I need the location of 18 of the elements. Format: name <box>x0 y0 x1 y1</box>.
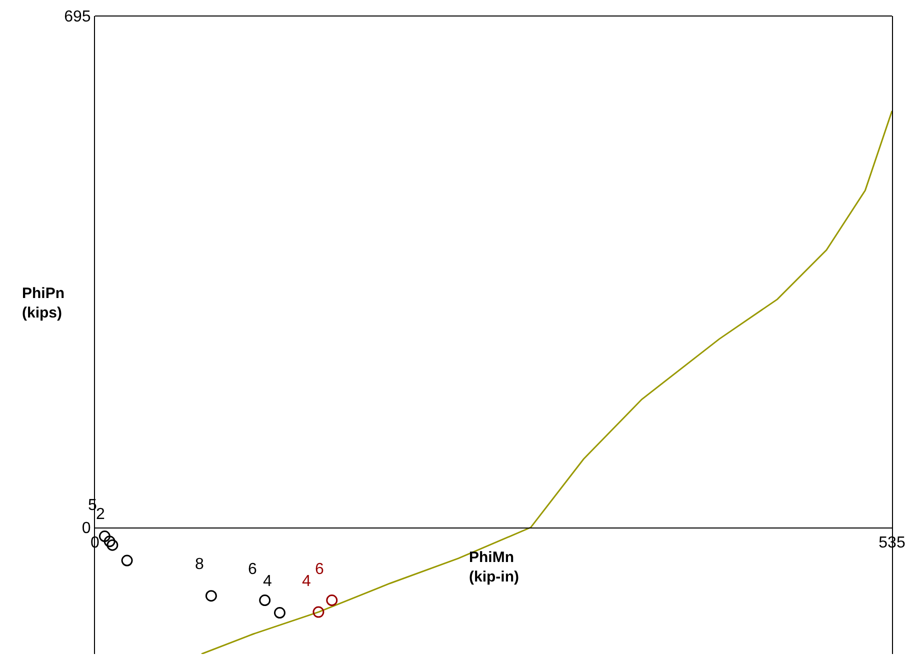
annotation: 4 <box>263 573 272 590</box>
annotation: 6 <box>315 561 324 578</box>
point <box>104 536 116 548</box>
annotation: 8 <box>195 556 204 573</box>
y-axis-title: PhiPn (kips) <box>22 285 65 322</box>
point <box>205 590 217 602</box>
annotation: 4 <box>302 573 311 590</box>
point <box>259 594 271 606</box>
point <box>326 594 338 606</box>
point <box>106 539 118 551</box>
annotation: 2 <box>96 506 105 523</box>
point <box>98 530 110 542</box>
annotation: 6 <box>248 561 257 578</box>
point <box>312 606 324 618</box>
point <box>121 554 133 566</box>
y-tick-label: 695 <box>64 8 91 26</box>
point <box>274 607 286 619</box>
x-axis-title: PhiMn (kip-in) <box>469 549 519 586</box>
